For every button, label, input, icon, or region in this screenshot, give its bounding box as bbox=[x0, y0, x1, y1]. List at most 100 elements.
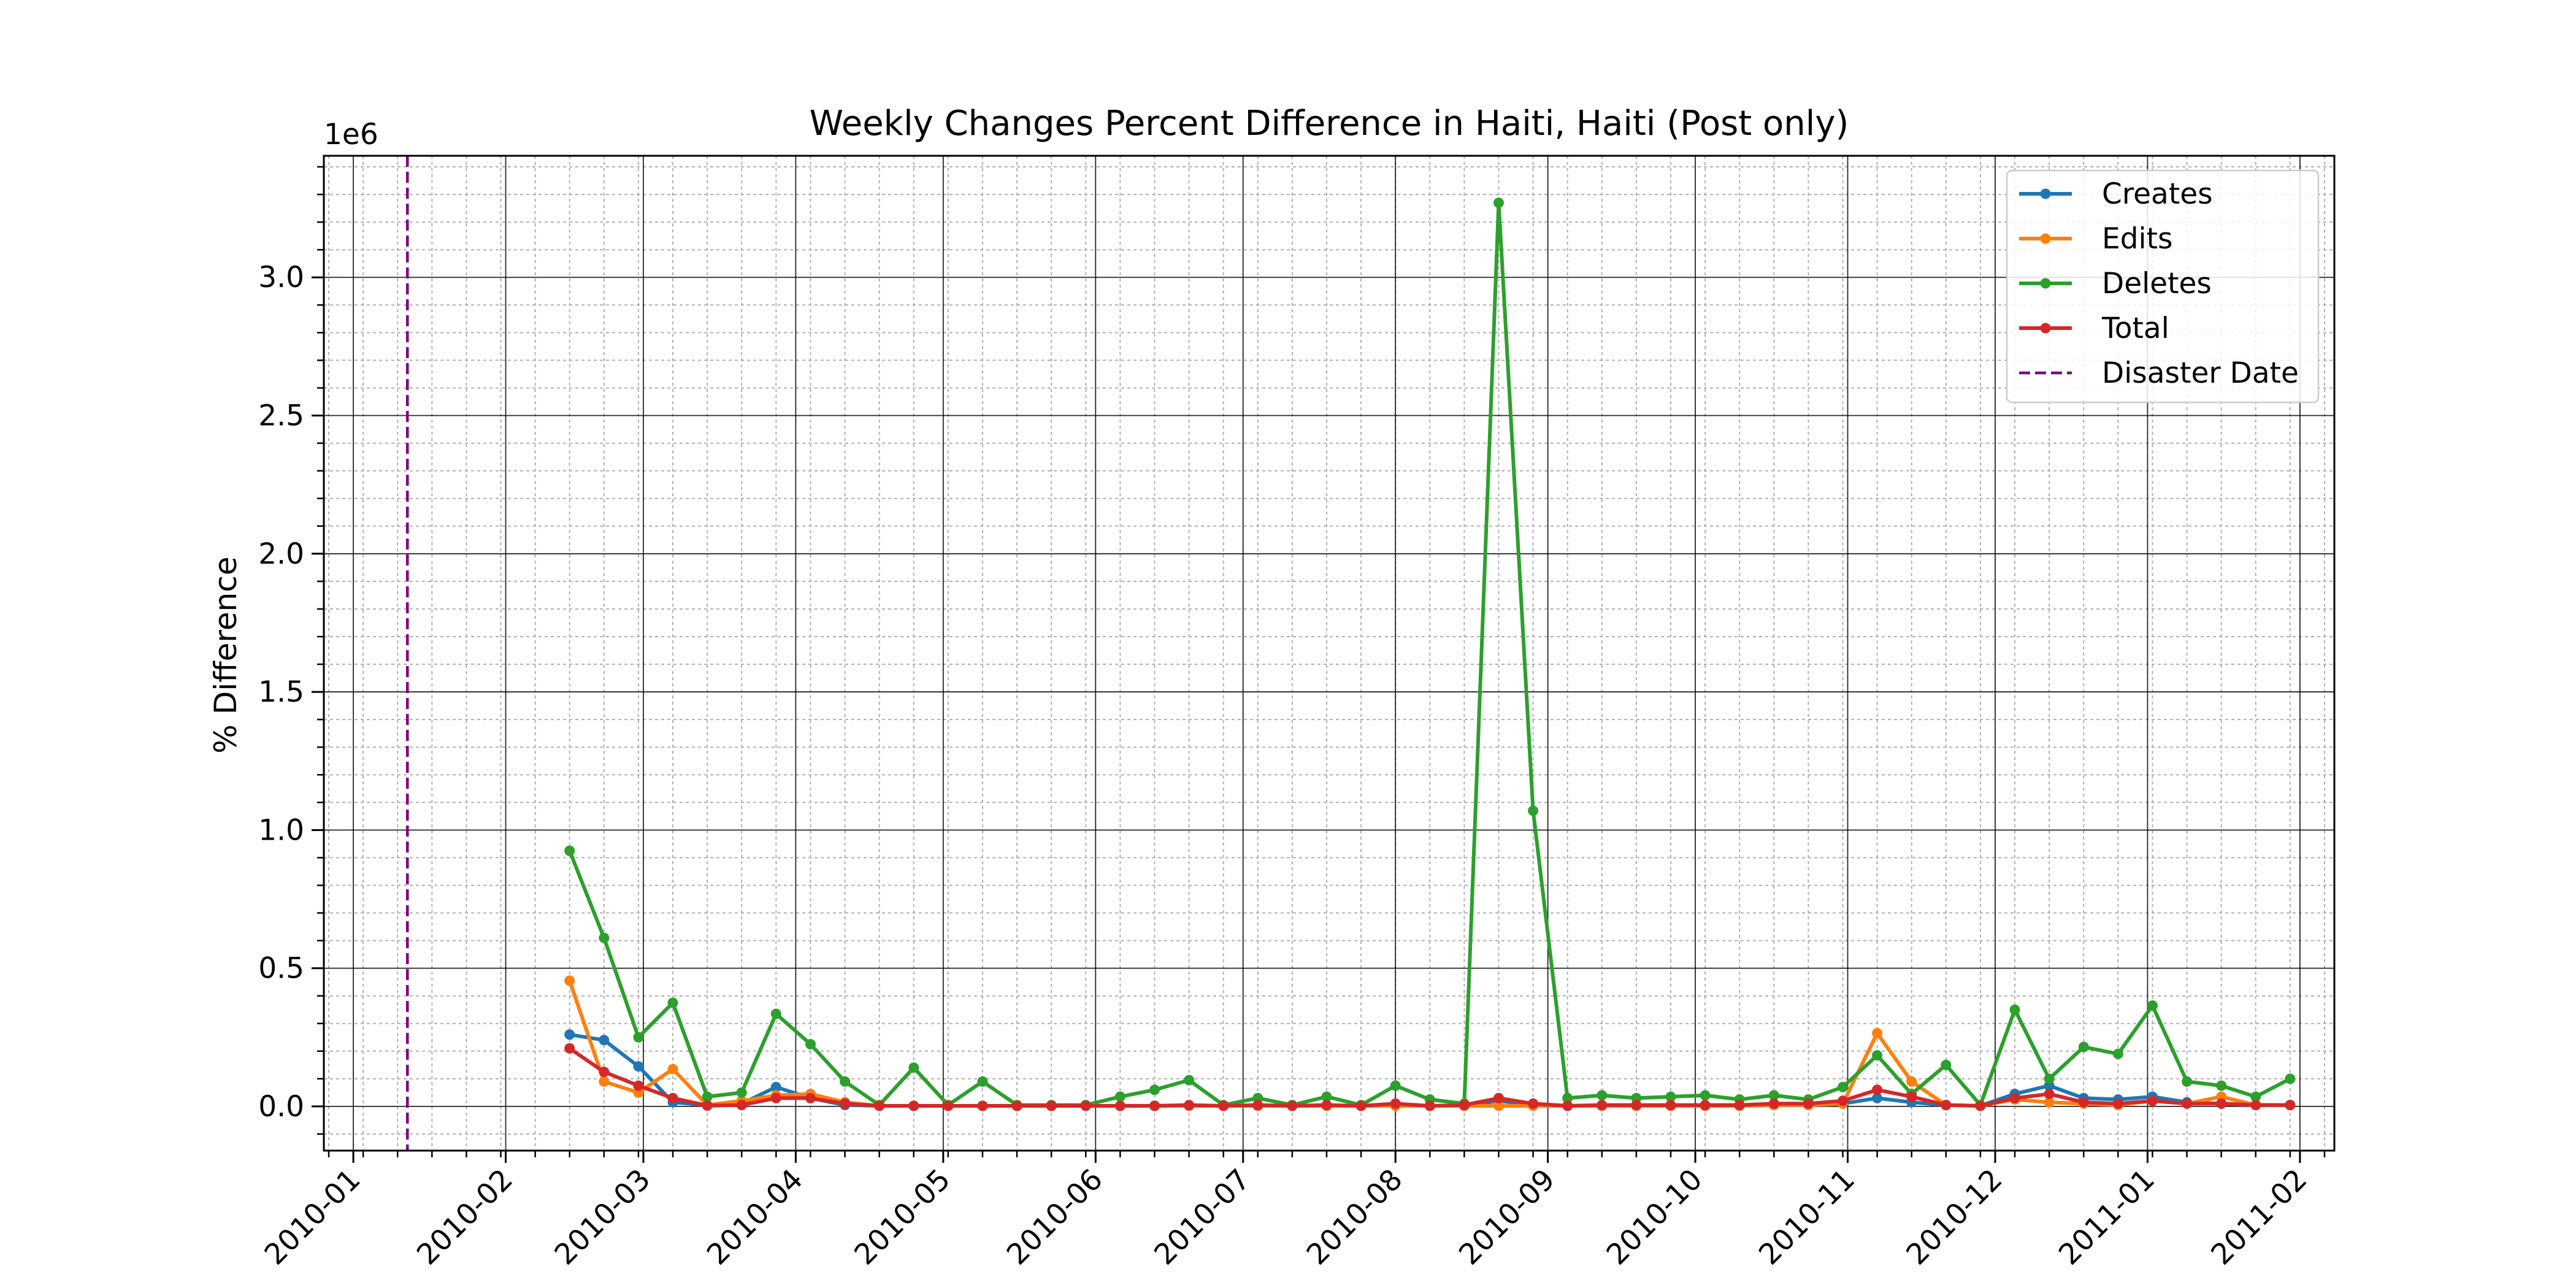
data-point-total bbox=[943, 1100, 954, 1111]
legend-item-deletes: Deletes bbox=[2019, 267, 2212, 301]
legend-label-total: Total bbox=[2101, 312, 2169, 345]
data-point-deletes bbox=[1838, 1081, 1848, 1092]
data-point-deletes bbox=[599, 932, 610, 943]
data-point-total bbox=[1975, 1100, 1986, 1111]
data-point-deletes bbox=[2182, 1076, 2193, 1087]
major-grid bbox=[324, 156, 2334, 1151]
y-axis: 0.0 0.5 1.0 1.5 2.0 2.5 3.0 bbox=[258, 166, 324, 1135]
data-point-total bbox=[2078, 1097, 2089, 1108]
data-point-edits bbox=[667, 1064, 678, 1075]
data-point-total bbox=[1321, 1100, 1332, 1111]
legend-item-creates: Creates bbox=[2019, 177, 2213, 211]
y-tick-label: 2.0 bbox=[258, 537, 304, 571]
data-point-total bbox=[736, 1100, 747, 1111]
legend-label-disaster-date: Disaster Date bbox=[2102, 356, 2299, 390]
data-point-deletes bbox=[564, 845, 575, 856]
legend-marker-creates bbox=[2040, 188, 2051, 199]
data-point-total bbox=[977, 1100, 988, 1111]
legend-marker-edits bbox=[2040, 233, 2051, 244]
data-point-creates bbox=[1872, 1092, 1883, 1103]
data-point-deletes bbox=[840, 1076, 851, 1087]
data-point-total bbox=[1700, 1100, 1711, 1111]
data-point-total bbox=[599, 1067, 610, 1078]
legend: Creates Edits Deletes Total Disaster Date bbox=[2006, 169, 2320, 404]
y-axis-offset-label: 1e6 bbox=[324, 118, 378, 151]
data-point-total bbox=[908, 1100, 919, 1111]
series-layer bbox=[564, 197, 2296, 1111]
series-total bbox=[564, 1043, 2296, 1111]
data-point-total bbox=[1665, 1100, 1676, 1111]
data-point-total bbox=[1528, 1098, 1539, 1109]
data-point-total bbox=[1184, 1100, 1195, 1111]
data-point-deletes bbox=[1768, 1090, 1779, 1101]
data-point-total bbox=[2044, 1089, 2055, 1100]
data-point-total bbox=[1011, 1100, 1022, 1111]
data-point-total bbox=[1114, 1100, 1125, 1111]
y-tick-label: 0.5 bbox=[258, 952, 304, 986]
data-point-deletes bbox=[1390, 1080, 1401, 1091]
y-tick-label: 1.0 bbox=[258, 813, 304, 847]
data-point-deletes bbox=[2044, 1073, 2055, 1084]
data-point-edits bbox=[599, 1076, 610, 1087]
data-point-total bbox=[1287, 1100, 1298, 1111]
data-point-deletes bbox=[805, 1039, 816, 1049]
data-point-deletes bbox=[1597, 1090, 1608, 1101]
data-point-deletes bbox=[2078, 1041, 2089, 1052]
data-point-deletes bbox=[1528, 805, 1539, 816]
y-tick-label: 3.0 bbox=[258, 261, 304, 294]
data-point-total bbox=[564, 1043, 575, 1054]
data-point-deletes bbox=[2009, 1004, 2020, 1015]
data-point-creates bbox=[599, 1035, 610, 1046]
data-point-edits bbox=[1906, 1076, 1917, 1087]
legend-label-edits: Edits bbox=[2102, 222, 2173, 256]
data-point-total bbox=[2147, 1095, 2158, 1106]
data-point-deletes bbox=[1941, 1059, 1952, 1070]
data-point-total bbox=[1734, 1100, 1745, 1111]
data-point-total bbox=[1562, 1100, 1573, 1111]
axes-frame bbox=[323, 155, 2336, 1152]
y-tick-label: 0.0 bbox=[258, 1090, 304, 1124]
legend-item-edits: Edits bbox=[2019, 222, 2173, 256]
data-point-total bbox=[2285, 1100, 2296, 1111]
data-point-total bbox=[805, 1092, 816, 1103]
data-point-total bbox=[2216, 1098, 2227, 1109]
data-point-deletes bbox=[633, 1032, 644, 1043]
data-point-total bbox=[667, 1092, 678, 1103]
data-point-total bbox=[1218, 1100, 1229, 1111]
legend-marker-total bbox=[2040, 323, 2051, 334]
data-point-total bbox=[874, 1100, 885, 1111]
data-point-total bbox=[2182, 1098, 2193, 1109]
data-point-deletes bbox=[736, 1087, 747, 1098]
data-point-total bbox=[2112, 1098, 2123, 1109]
data-point-deletes bbox=[2250, 1091, 2261, 1102]
data-point-total bbox=[1906, 1091, 1917, 1102]
data-point-total bbox=[1597, 1100, 1608, 1111]
data-point-total bbox=[1355, 1100, 1367, 1111]
data-point-total bbox=[702, 1100, 713, 1111]
data-point-deletes bbox=[770, 1008, 781, 1019]
data-point-total bbox=[1046, 1100, 1057, 1111]
data-point-total bbox=[1941, 1100, 1952, 1111]
data-point-deletes bbox=[2285, 1073, 2296, 1084]
data-point-edits bbox=[1493, 1100, 1504, 1111]
data-point-deletes bbox=[1149, 1084, 1160, 1095]
y-tick-label: 1.5 bbox=[258, 675, 304, 709]
data-point-total bbox=[1803, 1098, 1814, 1109]
data-point-deletes bbox=[1665, 1091, 1676, 1102]
data-point-total bbox=[1390, 1098, 1401, 1109]
data-point-deletes bbox=[667, 997, 678, 1008]
legend-label-creates: Creates bbox=[2102, 177, 2213, 211]
data-point-total bbox=[1631, 1100, 1642, 1111]
data-point-total bbox=[2250, 1100, 2261, 1111]
data-point-total bbox=[1768, 1098, 1779, 1109]
data-point-total bbox=[1424, 1100, 1435, 1111]
data-point-deletes bbox=[1562, 1092, 1573, 1103]
chart-title: Weekly Changes Percent Difference in Hai… bbox=[810, 104, 1849, 144]
data-point-edits bbox=[1872, 1028, 1883, 1038]
y-tick-label: 2.5 bbox=[258, 399, 304, 433]
data-point-deletes bbox=[702, 1091, 713, 1102]
y-axis-label: % Difference bbox=[208, 556, 243, 753]
data-point-deletes bbox=[977, 1076, 988, 1087]
data-point-edits bbox=[2044, 1097, 2055, 1108]
legend-item-disaster-date: Disaster Date bbox=[2019, 356, 2299, 390]
